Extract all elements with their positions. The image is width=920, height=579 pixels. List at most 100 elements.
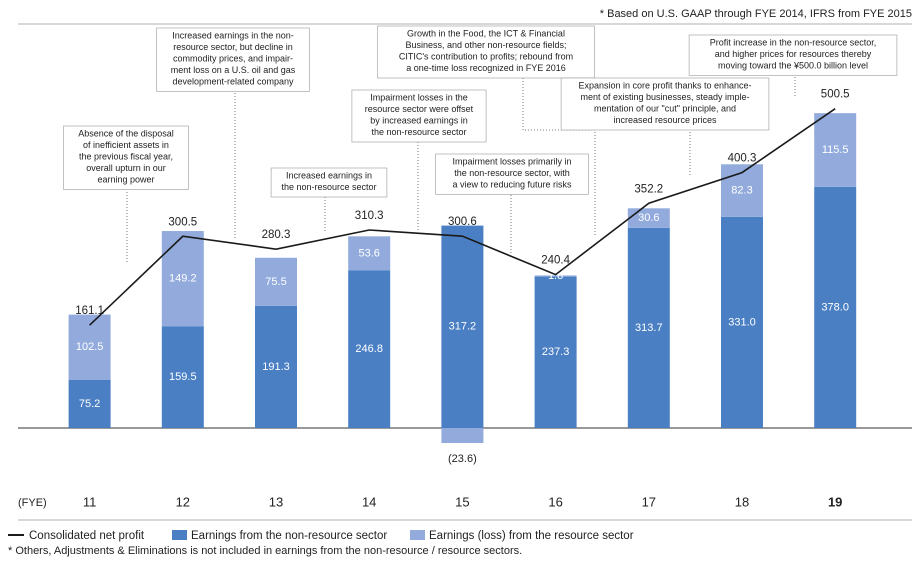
annotation-text: the non-resource sector [371, 127, 466, 137]
bar-non-resource [627, 227, 670, 428]
line-value-label: 310.3 [355, 210, 384, 222]
line-value-label: 352.2 [634, 183, 663, 195]
annotation-box [156, 27, 310, 92]
value-label: 149.2 [169, 273, 197, 285]
x-prefix: (FYE) [18, 497, 47, 509]
bar-non-resource [348, 270, 391, 428]
value-label: 115.5 [822, 144, 849, 156]
top-note: * Based on U.S. GAAP through FYE 2014, I… [600, 8, 912, 20]
net-profit-line [89, 108, 836, 326]
value-label: 102.5 [76, 341, 104, 353]
annotation-text: Business, and other non-resource fields; [405, 40, 566, 50]
bar-non-resource [441, 225, 484, 428]
annotation-text: the non-resource sector [281, 182, 376, 192]
bar-non-resource [68, 380, 111, 428]
annotation-text: mentation of our "cut" principle, and [594, 103, 736, 113]
value-label: 75.5 [265, 276, 286, 288]
annotation-text: ment of existing businesses, steady impl… [580, 92, 749, 102]
annotation-box [560, 77, 770, 131]
x-tick-label: 15 [455, 494, 469, 509]
bar-resource [627, 208, 670, 228]
line-value-label: 400.3 [728, 153, 757, 165]
annotation-text: moving toward the ¥500.0 billion level [718, 60, 868, 70]
annotation-text: Growth in the Food, the ICT & Financial [407, 28, 565, 38]
annotation-text: of inefficient assets in [83, 140, 169, 150]
bar-resource [534, 275, 577, 277]
line-value-label: 240.4 [541, 255, 570, 267]
x-tick-label: 14 [362, 494, 376, 509]
value-label: 331.0 [728, 316, 756, 328]
value-label: 246.8 [355, 343, 383, 355]
legend-swatch [172, 530, 187, 540]
value-label: 317.2 [449, 321, 477, 333]
value-label: 159.5 [169, 371, 197, 383]
bar-non-resource [534, 276, 577, 428]
bar-non-resource [255, 305, 297, 428]
annotation-text: the non-resource sector, with [454, 168, 570, 178]
bar-resource [441, 427, 484, 444]
annotation-text: Impairment losses in the [370, 92, 468, 102]
annotation-text: ment loss on a U.S. oil and gas [171, 65, 296, 75]
legend: Consolidated net profit Earnings from th… [8, 530, 634, 542]
annotation-text: commodity prices, and impair- [173, 53, 293, 63]
line-value-label: 300.5 [168, 216, 197, 228]
line-value-label: 500.5 [821, 89, 850, 101]
annotation-text: resource sector were offset [365, 104, 474, 114]
value-label: 82.3 [731, 184, 752, 196]
bar-resource [68, 314, 111, 381]
line-value-label: 280.3 [262, 229, 291, 241]
x-tick-label: 18 [735, 494, 749, 509]
annotation-box [270, 167, 388, 198]
x-tick-label: 19 [828, 494, 842, 509]
annotation-box [435, 153, 589, 195]
bar-resource [255, 257, 297, 306]
bar-non-resource [721, 216, 763, 428]
value-label: 53.6 [358, 247, 379, 259]
line-value-label: 300.6 [448, 216, 477, 228]
value-label: 191.3 [262, 361, 290, 373]
x-tick-label: 12 [176, 494, 190, 509]
annotation-text: and higher prices for resources thereby [715, 49, 872, 59]
annotation-text: Increased earnings in the non- [172, 30, 294, 40]
annotation-text: earning power [97, 174, 154, 184]
annotation-box [688, 34, 898, 76]
bar-non-resource [161, 326, 204, 428]
annotation-text: a one-time loss recognized in FYE 2016 [406, 63, 566, 73]
x-tick-label: 17 [642, 494, 656, 509]
annotation-box [63, 125, 189, 190]
line-value-label: 161.1 [75, 305, 104, 317]
legend-label: Earnings (loss) from the resource sector [429, 530, 634, 542]
value-label: 30.6 [638, 212, 659, 224]
annotation-text: by increased earnings in [370, 115, 468, 125]
annotation-text: the previous fiscal year, [79, 151, 173, 161]
x-tick-label: 11 [83, 494, 97, 509]
legend-swatch [410, 530, 425, 540]
value-label: 75.2 [79, 398, 100, 410]
annotation-box [351, 89, 487, 143]
value-label: 378.0 [821, 301, 849, 313]
bar-non-resource [814, 186, 857, 428]
annotation-text: Expansion in core profit thanks to enhan… [578, 80, 751, 90]
annotation-text: a view to reducing future risks [452, 179, 572, 189]
annotation-text: Impairment losses primarily in [452, 156, 571, 166]
bar-resource [161, 231, 204, 327]
annotation-text: overall upturn in our [86, 163, 166, 173]
x-tick-label: 16 [548, 494, 562, 509]
legend-label: Consolidated net profit [29, 530, 145, 542]
x-tick-label: 13 [269, 494, 283, 509]
footnote: * Others, Adjustments & Eliminations is … [8, 545, 522, 557]
bar-resource [814, 113, 857, 187]
value-label: 313.7 [635, 322, 663, 334]
annotation-text: resource sector, but decline in [173, 42, 293, 52]
annotation-text: Profit increase in the non-resource sect… [710, 37, 877, 47]
annotation-box [377, 25, 595, 79]
annotation-pointer [522, 78, 596, 236]
annotation-text: increased resource prices [613, 115, 717, 125]
annotation-text: CITIC's contribution to profits; rebound… [399, 51, 573, 61]
value-label: (23.6) [448, 453, 477, 465]
bar-resource [348, 236, 391, 271]
annotation-text: Increased earnings in [286, 170, 372, 180]
legend-label: Earnings from the non-resource sector [191, 530, 387, 542]
annotation-text: Absence of the disposal [78, 128, 174, 138]
